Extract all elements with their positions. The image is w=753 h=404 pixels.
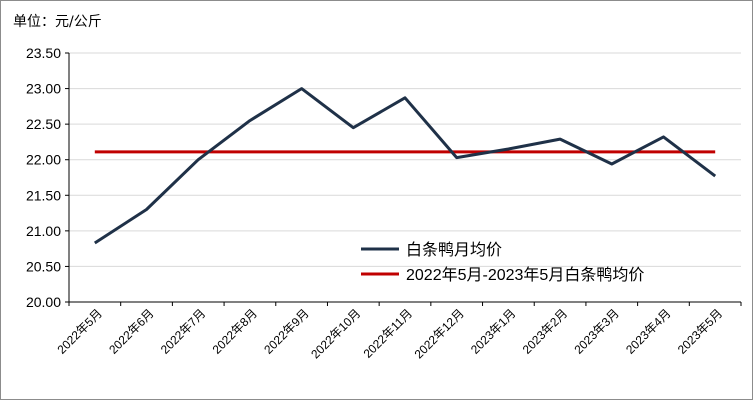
y-tick-label: 20.00 [26,294,61,310]
y-tick-labels: 20.00 20.50 21.00 21.50 22.00 22.50 23.00 23.50 [26,45,61,310]
axes [65,52,742,306]
x-tick-labels: 2022年5月 2022年6月 2022年7月 2022年8月 2022年9月2022年… [54,306,725,361]
legend: 白条鸭月均价 2022年5月-2023年5月白条鸭均价 [361,241,644,284]
x-tick-label: 2023年1月 [468,306,518,356]
series-lines [93,87,717,245]
x-tick-label: 2022年5月 [54,306,104,356]
x-tick-label: 2023年2月 [520,306,570,356]
x-tick-label: 2022年12月 [412,306,467,361]
x-tick-label: 2022年7月 [158,306,208,356]
y-tick-label: 21.50 [26,187,61,203]
x-tick-label: 2022年9月 [261,306,311,356]
y-tick-label: 23.00 [26,81,61,97]
y-tick-label: 20.50 [26,258,61,274]
legend-label: 2022年5月-2023年5月白条鸭均价 [406,266,644,284]
x-tick-label: 2022年8月 [210,306,260,356]
legend-label: 白条鸭月均价 [406,241,502,259]
x-tick-label: 2023年4月 [623,306,673,356]
y-tick-label: 22.50 [26,116,61,132]
gridlines [69,52,741,267]
x-tick-label: 2022年10月 [308,306,363,361]
y-tick-label: 21.00 [26,223,61,239]
y-tick-label: 23.50 [26,45,61,61]
unit-label: 单位：元/公斤 [13,14,102,30]
x-tick-label: 2023年5月 [675,306,725,356]
x-tick-label: 2023年3月 [571,306,621,356]
y-tick-label: 22.00 [26,152,61,168]
x-tick-label: 2022年11月 [361,306,416,361]
series-line-monthly-price [93,87,717,245]
x-tick-label: 2022年6月 [106,306,156,356]
